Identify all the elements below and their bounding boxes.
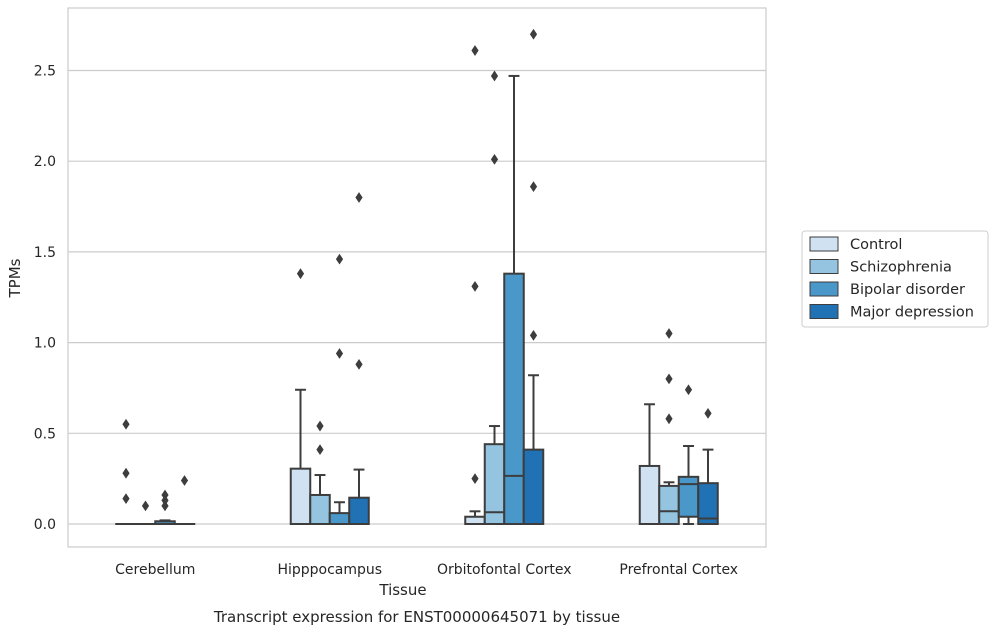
outlier-point [471, 280, 479, 292]
legend-label: Bipolar disorder [850, 282, 965, 298]
chart-caption: Transcript expression for ENST0000064507… [213, 608, 620, 626]
outlier-point [122, 467, 130, 479]
box-3-1 [658, 328, 680, 526]
x-tick-label: Prefrontal Cortex [619, 562, 738, 578]
box-2-3 [522, 28, 545, 526]
box-body [697, 482, 719, 525]
outlier-point [122, 493, 130, 505]
box-1-0 [289, 268, 312, 526]
legend: Control Schizophrenia Bipolar disorder Majo… [801, 230, 989, 328]
box-3-2 [677, 384, 700, 525]
y-tick-label: 1.0 [34, 336, 56, 352]
box-body [348, 496, 370, 525]
box-body [677, 475, 700, 518]
legend-swatch [809, 259, 839, 274]
y-tick-label: 0.5 [34, 426, 56, 442]
box-1-3 [348, 192, 370, 525]
box-body [289, 467, 312, 526]
y-tick-label: 1.5 [34, 245, 56, 261]
outlier-point [355, 358, 363, 370]
box-body [638, 464, 661, 525]
outlier-point [704, 407, 712, 419]
box-body [328, 512, 351, 526]
outlier-point [161, 489, 169, 501]
outlier-point [180, 475, 189, 486]
box-2-0 [464, 45, 486, 526]
outlier-point [665, 373, 673, 385]
x-tick-label: Hipppocampus [277, 562, 382, 578]
y-tick-label: 2.0 [34, 154, 56, 170]
outlier-point [471, 473, 479, 485]
legend-swatch [809, 236, 839, 252]
outlier-point [316, 420, 324, 432]
box-1-1 [309, 420, 331, 526]
outlier-point [471, 45, 479, 56]
x-axis-ticks: Cerebellum Hipppocampus Orbitofontal Corte… [115, 562, 738, 578]
y-axis-label: TPMs [6, 258, 24, 298]
box-0-2 [154, 489, 176, 525]
legend-frame [801, 230, 989, 328]
outlier-point [335, 253, 344, 265]
legend-label: Major depression [850, 305, 974, 321]
box-body [658, 484, 680, 526]
outlier-point [296, 268, 305, 280]
outlier-point [141, 500, 150, 512]
outlier-point [161, 500, 169, 512]
outlier-point [335, 348, 344, 359]
box-body [503, 272, 525, 525]
plot-frame [67, 7, 767, 548]
outlier-point [490, 153, 499, 165]
y-axis-ticks: 0.0 0.5 1.0 1.5 2.0 2.5 [34, 64, 56, 534]
legend-swatch [809, 281, 839, 297]
outlier-point [529, 28, 538, 40]
box-body [464, 515, 486, 526]
legend-label: Schizophrenia [850, 260, 952, 276]
outlier-point [161, 495, 169, 506]
y-tick-label: 0.0 [34, 517, 56, 533]
boxes [115, 28, 719, 526]
x-axis-label: Tissue [378, 581, 426, 599]
x-tick-label: Orbitofontal Cortex [437, 562, 572, 578]
outlier-point [684, 384, 693, 396]
box-body [522, 448, 545, 526]
box-2-2 [503, 74, 525, 525]
outlier-point [665, 413, 673, 425]
outlier-point [122, 418, 130, 430]
outlier-point [490, 70, 499, 82]
outlier-point [665, 328, 673, 339]
legend-label: Control [850, 237, 902, 253]
x-tick-label: Cerebellum [115, 562, 195, 578]
outlier-point [355, 192, 363, 203]
box-3-3 [697, 407, 719, 525]
box-0-0 [115, 418, 137, 526]
y-tick-label: 2.5 [34, 64, 56, 80]
outlier-point [316, 444, 324, 456]
outlier-point [529, 329, 538, 341]
box-0-3 [173, 475, 196, 526]
outlier-point [529, 181, 538, 192]
legend-swatch [809, 304, 839, 319]
box-body [309, 493, 331, 526]
